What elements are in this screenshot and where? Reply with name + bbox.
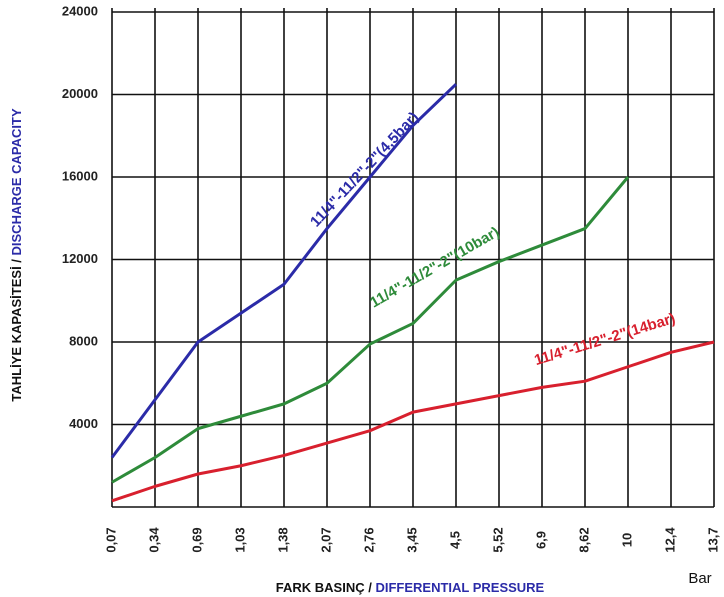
x-tick-label: 10	[619, 533, 634, 547]
y-tick-label: 16000	[62, 168, 98, 183]
series-line	[110, 83, 458, 459]
x-tick-label: 0,07	[103, 527, 118, 552]
y-axis-title: TAHLİYE KAPASİTESİ / DISCHARGE CAPACITY	[9, 108, 24, 402]
y-tick-label: 24000	[62, 3, 98, 18]
y-title-part: TAHLİYE KAPASİTESİ /	[9, 259, 24, 402]
y-tick-label: 12000	[62, 251, 98, 266]
y-tick-label: 20000	[62, 86, 98, 101]
x-tick-label: 12,4	[662, 527, 677, 553]
x-tick-label: 13,7	[705, 527, 720, 552]
y-title-part: DISCHARGE CAPACITY	[9, 108, 24, 255]
x-tick-label: 0,69	[189, 527, 204, 552]
x-axis-title: FARK BASINÇ / DIFFERENTIAL PRESSURE	[276, 580, 545, 595]
x-tick-label: 2,07	[318, 527, 333, 552]
x-unit: Bar	[688, 570, 711, 587]
series-line	[111, 176, 630, 484]
series-label: 11/4"-11/2"-2"(4,5bar)	[307, 109, 422, 231]
x-tick-label: 1,38	[275, 527, 290, 552]
x-tick-label: 1,03	[232, 527, 247, 552]
x-tick-label: 8,62	[576, 527, 591, 552]
x-title-part: DIFFERENTIAL PRESSURE	[375, 580, 544, 595]
series-label: 11/4"-11/2"-2"(14bar)	[532, 310, 677, 369]
y-tick-label: 8000	[69, 333, 98, 348]
x-title-part: FARK BASINÇ /	[276, 580, 372, 595]
x-tick-label: 5,52	[490, 527, 505, 552]
x-tick-label: 6,9	[533, 531, 548, 549]
y-tick-label: 4000	[69, 416, 98, 431]
series-line	[111, 340, 715, 503]
x-tick-label: 3,45	[404, 527, 419, 552]
x-tick-label: 2,76	[361, 527, 376, 552]
x-tick-label: 4,5	[447, 531, 462, 549]
x-tick-label: 0,34	[146, 527, 161, 553]
